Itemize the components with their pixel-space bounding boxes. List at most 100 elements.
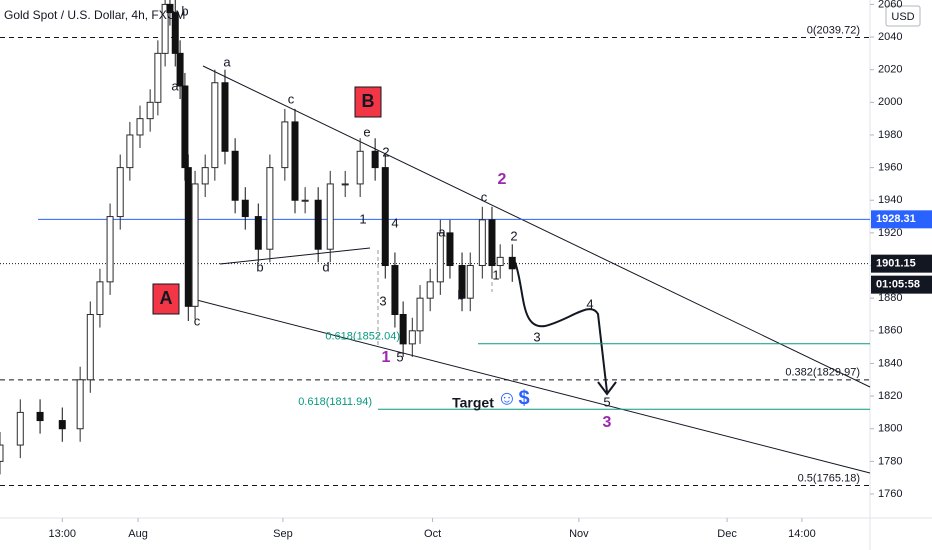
candle-body [356,150,364,185]
x-tick-label: Sep [273,528,293,540]
wave-label: b [256,259,263,274]
wave-label: d [322,259,329,274]
wave-label: Target [452,395,494,411]
y-tick-label: 1920 [878,227,902,239]
y-tick-label: 2040 [878,31,902,43]
candle-body [399,313,407,345]
y-tick-label: 2060 [878,0,902,10]
triangle-line [219,247,371,265]
wave-label: 3 [533,329,540,344]
candle-body [314,199,322,250]
wave-label: c [288,91,295,106]
candle-body [16,411,24,446]
candle-body [341,183,349,186]
wave-label: 1 [382,349,391,366]
wave-label: c [481,189,488,204]
candle-body [281,121,289,169]
countdown-box [871,275,932,294]
candle-body [106,216,114,283]
candle-body [231,150,239,201]
wave-label: $ [518,387,529,409]
candle-body [36,411,44,422]
candle-body [254,216,262,250]
candle-body [391,265,399,315]
wave-label: a [438,224,446,239]
y-tick-label: 1780 [878,455,902,467]
projection-arrow [597,381,617,396]
wave-label: b [181,3,188,18]
price-tag-label: 1928.31 [876,213,916,225]
wave-box [152,283,180,315]
level-label: 0.618(1811.94) [298,396,372,408]
candle-body [181,85,189,169]
candle-body [291,121,299,201]
candle-body [191,183,199,307]
wave-label: 2 [382,144,389,159]
candle-body [508,256,516,270]
candle-body [478,219,486,267]
y-tick-label: 1820 [878,390,902,402]
wave-label: a [171,78,179,93]
wave-label: c [194,313,201,328]
chart-title: Gold Spot / U.S. Dollar, 4h, FXCM [4,8,185,22]
wave-label: 5 [396,349,403,364]
candle-body [426,281,434,299]
candle-body [416,297,424,332]
wave-label: 4 [586,296,593,311]
upper-trendline [202,65,871,388]
candle-body [154,52,162,103]
x-tick-label: Aug [128,528,148,540]
wave-label: 3 [379,293,386,308]
y-tick-label: 1880 [878,292,902,304]
wave-label: a [223,54,231,69]
x-tick-label: Nov [569,528,589,540]
level-label: 0.618(1852.04) [325,331,400,343]
candle-body [146,101,154,120]
candle-body [76,379,84,430]
currency-box[interactable] [885,5,921,27]
candle-body [241,199,249,218]
candle-body [171,12,179,54]
candle-body [0,444,4,462]
candle-body [371,150,379,169]
wave-label: 1 [359,211,366,226]
price-tag-label: 1901.15 [876,258,916,270]
candle-body [184,167,192,307]
wave-box [354,86,382,118]
level-label: 0(2039.72) [807,24,860,36]
candle-body [381,167,389,267]
candle-body [86,313,94,381]
candle-body [496,256,504,267]
y-tick-label: 1980 [878,129,902,141]
y-tick-label: 1760 [878,488,902,500]
wave-label: b [457,287,464,302]
candle-body [466,265,474,299]
wave-label: 5 [603,394,610,409]
y-tick-label: 1960 [878,162,902,174]
wave-label: ☺ [497,387,517,409]
level-label: 0.5(1765.18) [798,472,860,484]
candle-body [221,82,229,152]
price-tag [871,210,932,229]
price-tag [871,254,932,273]
wave-label: 2 [510,228,517,243]
wave-label: 1 [492,267,499,282]
candle-body [326,183,334,250]
wave-label: 4 [391,215,398,230]
y-tick-label: 2020 [878,64,902,76]
candle-body [436,232,444,283]
candle-body [201,167,209,185]
candle-body [266,167,274,250]
candle-body [136,118,144,136]
currency: USD [891,11,914,23]
candle-body [166,3,174,14]
y-tick-label: 1860 [878,325,902,337]
x-tick-label: Dec [717,528,737,540]
candle-body [176,52,184,87]
candle-body [58,420,66,430]
candle-body [126,134,134,169]
y-tick-label: 2000 [878,96,902,108]
candle-body [96,281,104,315]
x-tick-label: 13:00 [49,528,77,540]
